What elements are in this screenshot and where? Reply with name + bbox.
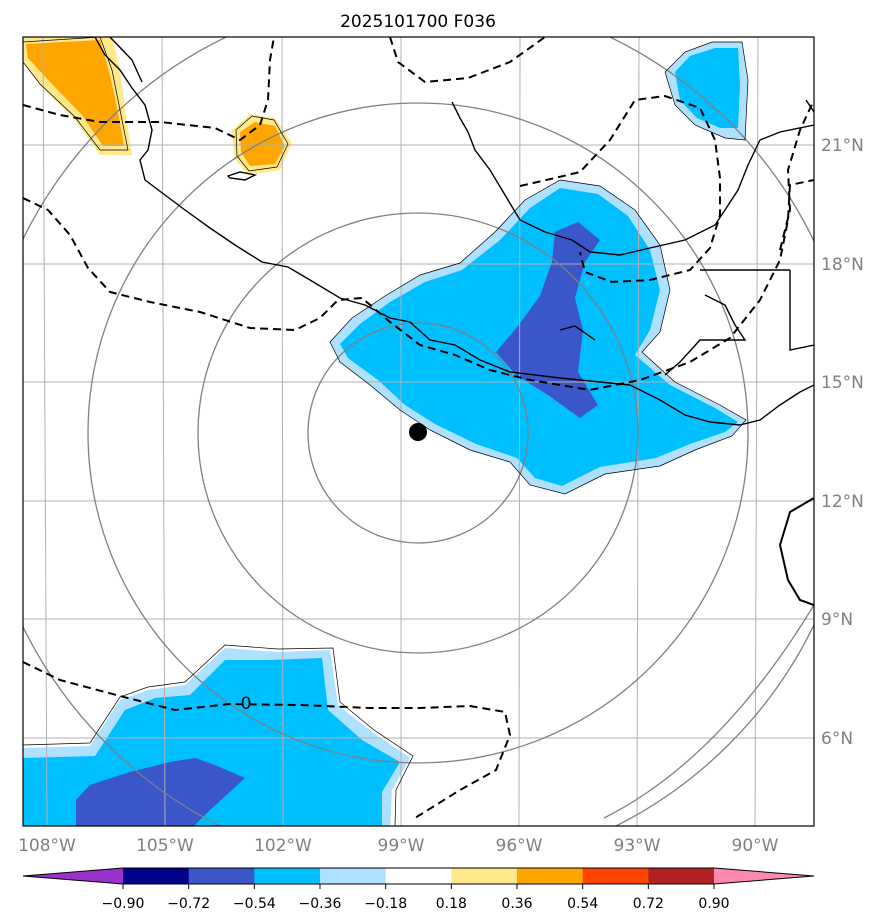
northeast-anomaly-blue <box>675 48 740 128</box>
lon-label-108w: 108°W <box>18 836 76 856</box>
storm-center-marker <box>409 423 427 441</box>
small-anomaly-orange <box>240 122 285 166</box>
lon-label-93w: 93°W <box>614 836 661 856</box>
lon-label-99w: 99°W <box>378 836 425 856</box>
colorbar-bin <box>451 868 518 884</box>
zero-contour-north <box>23 37 275 142</box>
colorbar-tick-label: −0.36 <box>299 896 342 912</box>
colorbar-bin <box>320 868 387 884</box>
colorbar-tick-label: 0.54 <box>567 896 598 912</box>
colorbar-bin <box>582 868 649 884</box>
coastline-caribbean <box>789 270 814 351</box>
coastline-central-america-2 <box>664 294 747 376</box>
colorbar-tick-label: −0.72 <box>167 896 210 912</box>
range-ring-3 <box>87 102 749 764</box>
lat-label-6n: 6°N <box>821 729 853 749</box>
colorbar-tick-label: 0.18 <box>436 896 467 912</box>
colorbar-bin <box>517 868 584 884</box>
colorbar-tick-label: 0.36 <box>501 896 532 912</box>
lat-label-21n: 21°N <box>821 136 864 156</box>
zero-contour-east <box>519 94 721 284</box>
zero-contours <box>23 37 814 819</box>
latitude-labels: 6°N 9°N 12°N 15°N 18°N 21°N <box>821 136 864 749</box>
map-frame <box>22 36 815 827</box>
contour-label-zero: 0 <box>241 694 252 714</box>
central-anomaly-dark-blue <box>496 222 600 418</box>
coastline-mexico-gulf <box>451 101 814 256</box>
lon-label-96w: 96°W <box>496 836 543 856</box>
southwest-anomaly-dark-blue <box>76 758 245 826</box>
colorbar-ticks: −0.90 −0.72 −0.54 −0.36 −0.18 0.18 0.36 0.54 0.7… <box>102 884 730 912</box>
map-title: 2025101700 F036 <box>340 12 496 32</box>
northwest-anomaly-orange <box>26 40 124 146</box>
southwest-negative-anomaly <box>23 648 410 826</box>
range-ring-5 <box>603 604 814 819</box>
colorbar-bin <box>188 868 255 884</box>
coastline-central-america <box>739 384 814 426</box>
coastline-mexico-pacific <box>94 37 741 426</box>
lon-label-90w: 90°W <box>732 836 779 856</box>
lat-label-9n: 9°N <box>821 610 853 630</box>
zero-contour-top <box>389 37 546 84</box>
colorbar-bin <box>648 868 715 884</box>
colorbar-tick-label: −0.90 <box>102 896 145 912</box>
colorbar-tick-label: 0.72 <box>633 896 664 912</box>
zero-contour-east-2 <box>779 99 814 251</box>
shading-outlines <box>23 37 749 826</box>
colorbar-bin <box>385 868 452 884</box>
coastlines <box>94 37 814 606</box>
coastline-baja <box>109 37 143 83</box>
colorbar-bin <box>254 868 321 884</box>
lon-label-102w: 102°W <box>254 836 312 856</box>
zero-contour-south <box>23 661 512 819</box>
range-ring-2 <box>197 212 639 654</box>
map-panel: 0 <box>23 37 814 826</box>
colorbar-tick-label: −0.54 <box>233 896 276 912</box>
gridlines <box>23 37 814 826</box>
colorbar-bin <box>123 868 190 884</box>
colorbar-tick-label: −0.18 <box>364 896 407 912</box>
lat-label-15n: 15°N <box>821 373 864 393</box>
colorbar: −0.90 −0.72 −0.54 −0.36 −0.18 0.18 0.36 0.54 0.7… <box>22 867 815 912</box>
colorbar-tick-label: 0.90 <box>698 896 729 912</box>
coastline-islands <box>226 171 258 181</box>
longitude-labels: 108°W 105°W 102°W 99°W 96°W 93°W 90°W <box>18 836 779 856</box>
coastline-yucatan <box>805 99 814 113</box>
coastline-islands-2 <box>559 325 596 341</box>
lat-label-18n: 18°N <box>821 255 864 275</box>
positive-anomaly-northwest <box>23 37 132 155</box>
coastline-south-america <box>778 497 814 606</box>
colorbar-bin <box>23 868 123 884</box>
range-ring-1 <box>307 322 529 544</box>
colorbar-bin <box>714 868 814 884</box>
lat-label-12n: 12°N <box>821 492 864 512</box>
colorbar-bins <box>22 867 815 885</box>
range-rings <box>23 37 814 826</box>
lon-label-105w: 105°W <box>136 836 194 856</box>
